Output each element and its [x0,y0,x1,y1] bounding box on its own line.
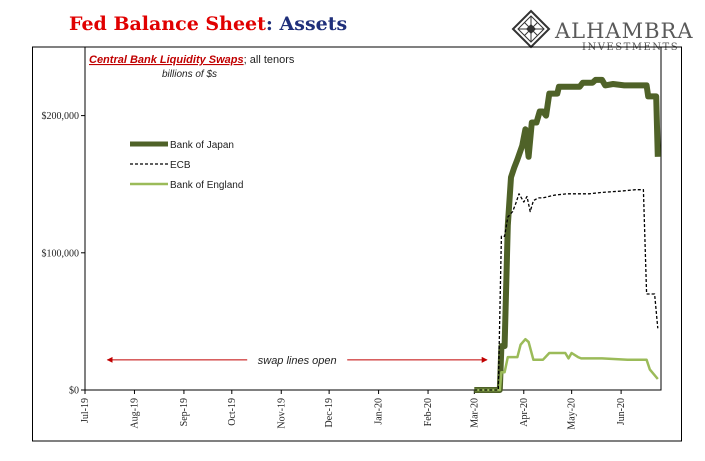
y-axis: $0 $100,000 $200,000 [42,111,85,397]
chart-border [32,46,682,442]
page-title: Fed Balance Sheet: Assets [69,13,347,35]
x-tick-label: Oct-19 [227,398,238,426]
y-tick-label: $100,000 [42,248,80,259]
brand-name: ALHAMBRA [554,19,694,43]
x-tick-label: Jan-20 [374,398,385,425]
diamond-lattice-icon [511,9,551,49]
plot-frame [84,46,662,391]
title-part1: Fed Balance Sheet [69,13,266,35]
annotation-group: swap lines open [106,355,488,367]
legend-label-ecb: ECB [170,160,191,171]
chart-title: Central Bank Liquidity Swaps; all tenors [89,54,295,66]
x-tick-label: Jun-20 [616,398,627,425]
x-tick-label: Dec-19 [324,398,335,427]
x-tick-label: Sep-19 [179,398,190,426]
x-axis: Jul-19 Aug-19 Sep-19 Oct-19 Nov-19 Dec-19 Jan-… [80,390,627,430]
chart-title-main: Central Bank Liquidity Swaps [89,54,244,66]
legend: Bank of Japan ECB Bank of England [130,140,243,191]
legend-label-boj: Bank of Japan [170,140,234,151]
x-tick-label: Feb-20 [423,398,434,426]
series-line-boj [474,76,661,393]
x-tick-label: Mar-20 [469,398,480,428]
x-tick-label: Apr-20 [519,398,530,427]
x-tick-label: Aug-19 [129,398,140,429]
y-tick-label: $0 [69,386,79,397]
chart-units: billions of $s [162,69,217,80]
series-group [474,76,661,393]
legend-label-boe: Bank of England [170,180,243,191]
chart-title-suffix: ; all tenors [244,54,295,66]
title-part2: : Assets [266,13,347,35]
x-tick-label: Jul-19 [80,398,91,423]
x-tick-label: Nov-19 [276,398,287,429]
series-line-ecb [474,189,659,391]
y-tick-label: $200,000 [42,111,80,122]
annotation-label: swap lines open [258,355,337,367]
series-line-boe [474,337,659,392]
x-tick-label: May-20 [567,398,578,430]
